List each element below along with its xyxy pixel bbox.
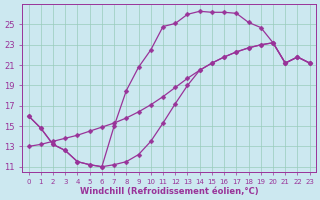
- X-axis label: Windchill (Refroidissement éolien,°C): Windchill (Refroidissement éolien,°C): [80, 187, 259, 196]
